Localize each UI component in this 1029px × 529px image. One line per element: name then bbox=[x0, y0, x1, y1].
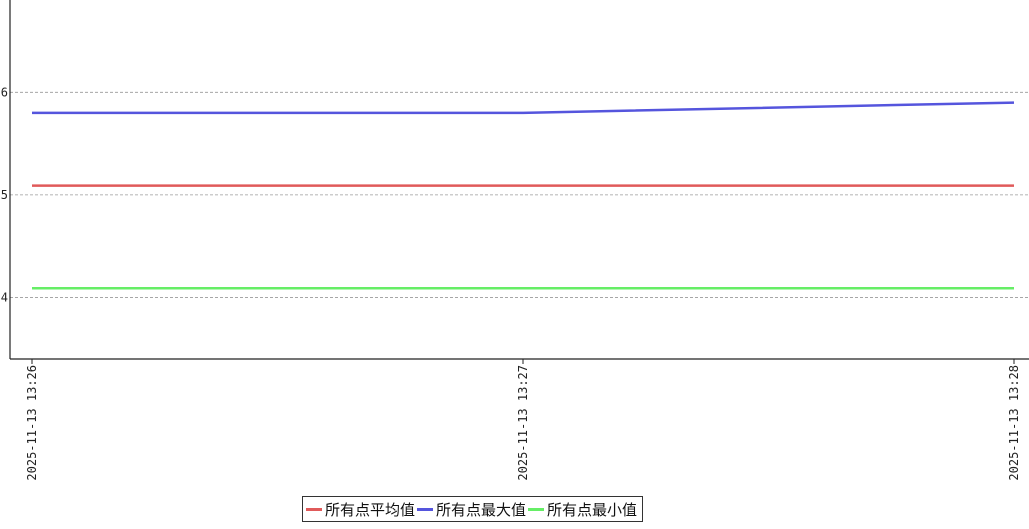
y-tick-label: 4 bbox=[1, 290, 8, 304]
chart-legend: 所有点平均值 所有点最大值 所有点最小值 bbox=[302, 496, 644, 522]
legend-item-3: 所有点最小值 bbox=[528, 499, 637, 520]
series-line-2 bbox=[32, 101, 1015, 115]
legend-swatch bbox=[417, 507, 434, 511]
x-tick-label: 2025-11-13 13:27 bbox=[516, 365, 530, 481]
legend-label: 所有点最大值 bbox=[436, 500, 527, 519]
legend-swatch bbox=[528, 507, 545, 511]
y-tick-label: 6 bbox=[1, 85, 8, 99]
axis-layer bbox=[9, 0, 1029, 364]
x-tick-label: 2025-11-13 13:26 bbox=[25, 365, 39, 481]
x-tick-label: 2025-11-13 13:28 bbox=[1007, 365, 1021, 481]
legend-label: 所有点最小值 bbox=[547, 500, 638, 519]
series-layer bbox=[32, 101, 1015, 290]
y-tick-label: 5 bbox=[1, 188, 8, 202]
grid-layer bbox=[10, 91, 1029, 298]
legend-swatch bbox=[306, 507, 322, 511]
legend-item-1: 所有点平均值 bbox=[306, 499, 415, 520]
legend-label: 所有点平均值 bbox=[325, 500, 416, 519]
legend-item-2: 所有点最大值 bbox=[417, 499, 526, 520]
label-layer: 6 5 4 2025-11-13 13:26 2025-11-13 13:27 2025-… bbox=[1, 85, 1021, 480]
